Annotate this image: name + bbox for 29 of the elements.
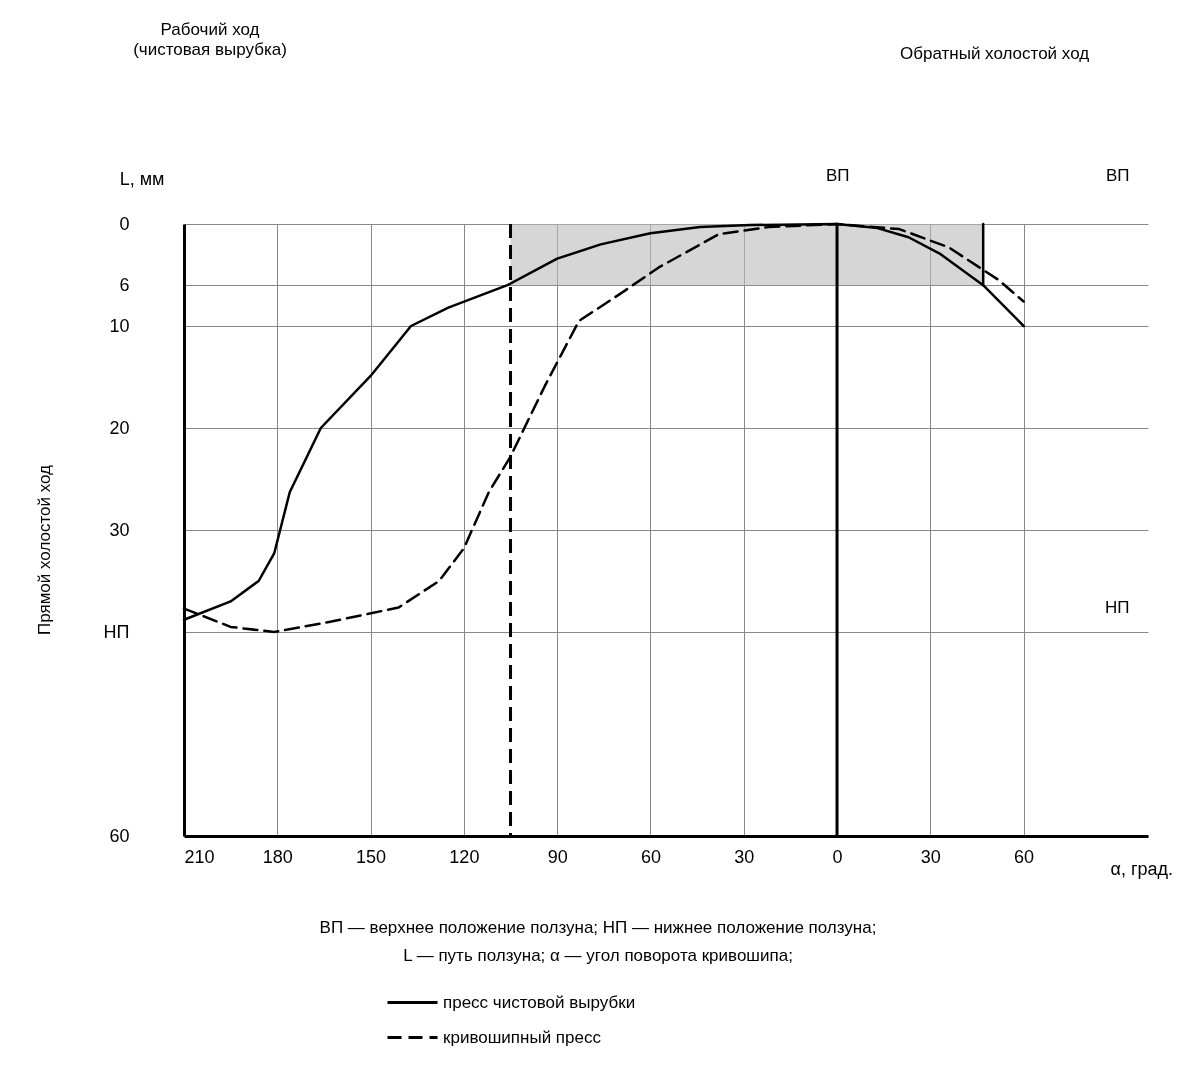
x-axis-title: α, град.	[1110, 858, 1173, 879]
text: Прямой холостой ход	[35, 463, 55, 638]
x-tick-label: 150	[356, 846, 387, 867]
legend-label: кривошипный пресс	[443, 1027, 602, 1047]
text: ВП	[826, 166, 850, 186]
x-tick-label: 60	[1014, 846, 1035, 867]
text: ВП — верхнее положение ползуна; НП — нижнее положение ползуна;	[318, 918, 878, 938]
y-tick-label: 6	[119, 274, 130, 295]
legend-label: пресс чистовой вырубки	[443, 992, 636, 1012]
x-tick-label: 30	[920, 846, 941, 867]
text: ВП	[1106, 166, 1130, 186]
x-tick-label: 210	[184, 846, 215, 867]
y-tick-label: 0	[119, 213, 130, 234]
x-tick-label: 120	[449, 846, 480, 867]
text: L — путь ползуна; α — угол поворота кривошипа;	[402, 946, 794, 966]
x-tick-label: 60	[640, 846, 661, 867]
x-tick-label: 30	[734, 846, 755, 867]
annotation: НП	[1105, 598, 1130, 618]
text: Обратный холостой ход	[900, 44, 1090, 64]
y-tick-label: 10	[109, 315, 130, 336]
y-tick-label: 20	[109, 417, 130, 438]
text: Рабочий ход (чистовая вырубка)	[132, 20, 288, 60]
x-tick-label: 0	[832, 846, 843, 867]
x-tick-label: 180	[262, 846, 293, 867]
y-tick-label: НП	[103, 621, 130, 642]
x-tick-label: 90	[547, 846, 568, 867]
y-axis-title: L, мм	[119, 168, 165, 189]
y-tick-label: 30	[109, 519, 130, 540]
y-tick-label: 60	[109, 825, 130, 846]
